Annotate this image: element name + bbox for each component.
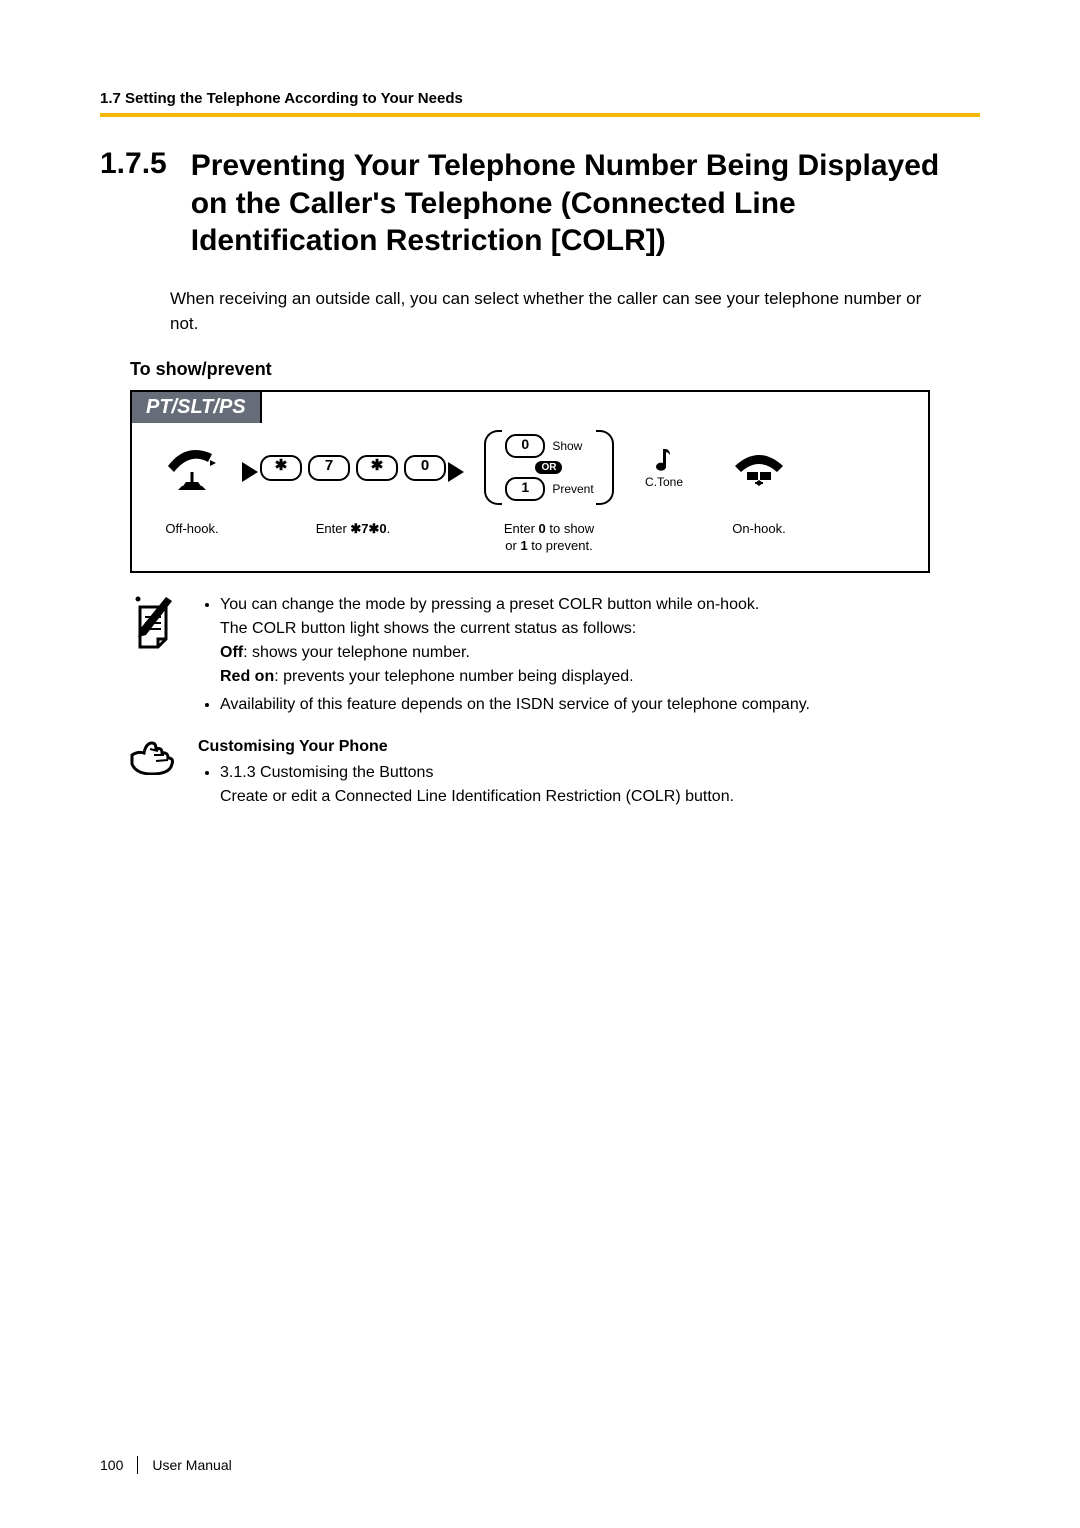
step-offhook: Off-hook. <box>152 436 232 538</box>
key-star-1: ✱ <box>260 455 302 481</box>
customise-item: 3.1.3 Customising the Buttons Create or … <box>220 761 734 809</box>
music-note-icon <box>654 447 674 473</box>
footer-label: User Manual <box>152 1457 231 1473</box>
page: 1.7 Setting the Telephone According to Y… <box>0 0 1080 1528</box>
paren-left-icon <box>484 430 502 505</box>
or-pill: OR <box>535 461 562 474</box>
offhook-icon <box>164 446 220 490</box>
section-number: 1.7.5 <box>100 147 167 181</box>
section-title: 1.7.5 Preventing Your Telephone Number B… <box>100 147 980 260</box>
step-option-caption: Enter 0 to show or 1 to prevent. <box>504 520 594 555</box>
note-item: You can change the mode by pressing a pr… <box>220 593 810 689</box>
arrow-icon <box>448 462 464 482</box>
key-7: 7 <box>308 455 350 481</box>
note-block: You can change the mode by pressing a pr… <box>130 593 980 721</box>
key-prevent: 1 <box>505 477 545 501</box>
key-show: 0 <box>505 434 545 458</box>
label-show: Show <box>552 439 582 453</box>
hand-icon <box>130 735 180 813</box>
note-item: Availability of this feature depends on … <box>220 693 810 717</box>
step-onhook-caption: On-hook. <box>732 520 785 538</box>
onhook-icon <box>729 450 789 486</box>
ctone-label: C.Tone <box>645 475 683 489</box>
note-icon <box>130 593 180 721</box>
arrow-icon <box>242 462 258 482</box>
step-enter-code-caption: Enter ✱7✱0. <box>316 520 391 538</box>
page-footer: 100 User Manual <box>100 1456 232 1474</box>
running-head: 1.7 Setting the Telephone According to Y… <box>100 90 980 107</box>
step-enter-code: ✱ 7 ✱ 0 Enter ✱7✱0. <box>268 436 438 538</box>
step-ctone: C.Tone <box>634 436 694 538</box>
procedure-tab: PT/SLT/PS <box>130 390 262 423</box>
customise-block: Customising Your Phone 3.1.3 Customising… <box>130 735 980 813</box>
procedure-box: PT/SLT/PS Off-hook. <box>130 390 930 573</box>
customise-heading: Customising Your Phone <box>198 735 734 759</box>
sub-heading: To show/prevent <box>130 359 980 380</box>
step-offhook-caption: Off-hook. <box>165 520 218 538</box>
header-rule <box>100 113 980 117</box>
section-heading: Preventing Your Telephone Number Being D… <box>191 147 980 260</box>
step-option: 0 Show OR 1 Prevent Enter 0 to show or 1… <box>474 436 624 555</box>
page-number: 100 <box>100 1457 123 1473</box>
key-0: 0 <box>404 455 446 481</box>
label-prevent: Prevent <box>552 482 593 496</box>
footer-divider <box>137 1456 138 1474</box>
intro-paragraph: When receiving an outside call, you can … <box>170 286 950 337</box>
paren-right-icon <box>596 430 614 505</box>
note-list: You can change the mode by pressing a pr… <box>198 593 810 721</box>
option-group: 0 Show OR 1 Prevent <box>498 430 599 505</box>
key-star-2: ✱ <box>356 455 398 481</box>
step-onhook: On-hook. <box>714 436 804 538</box>
customise-body: Customising Your Phone 3.1.3 Customising… <box>198 735 734 813</box>
